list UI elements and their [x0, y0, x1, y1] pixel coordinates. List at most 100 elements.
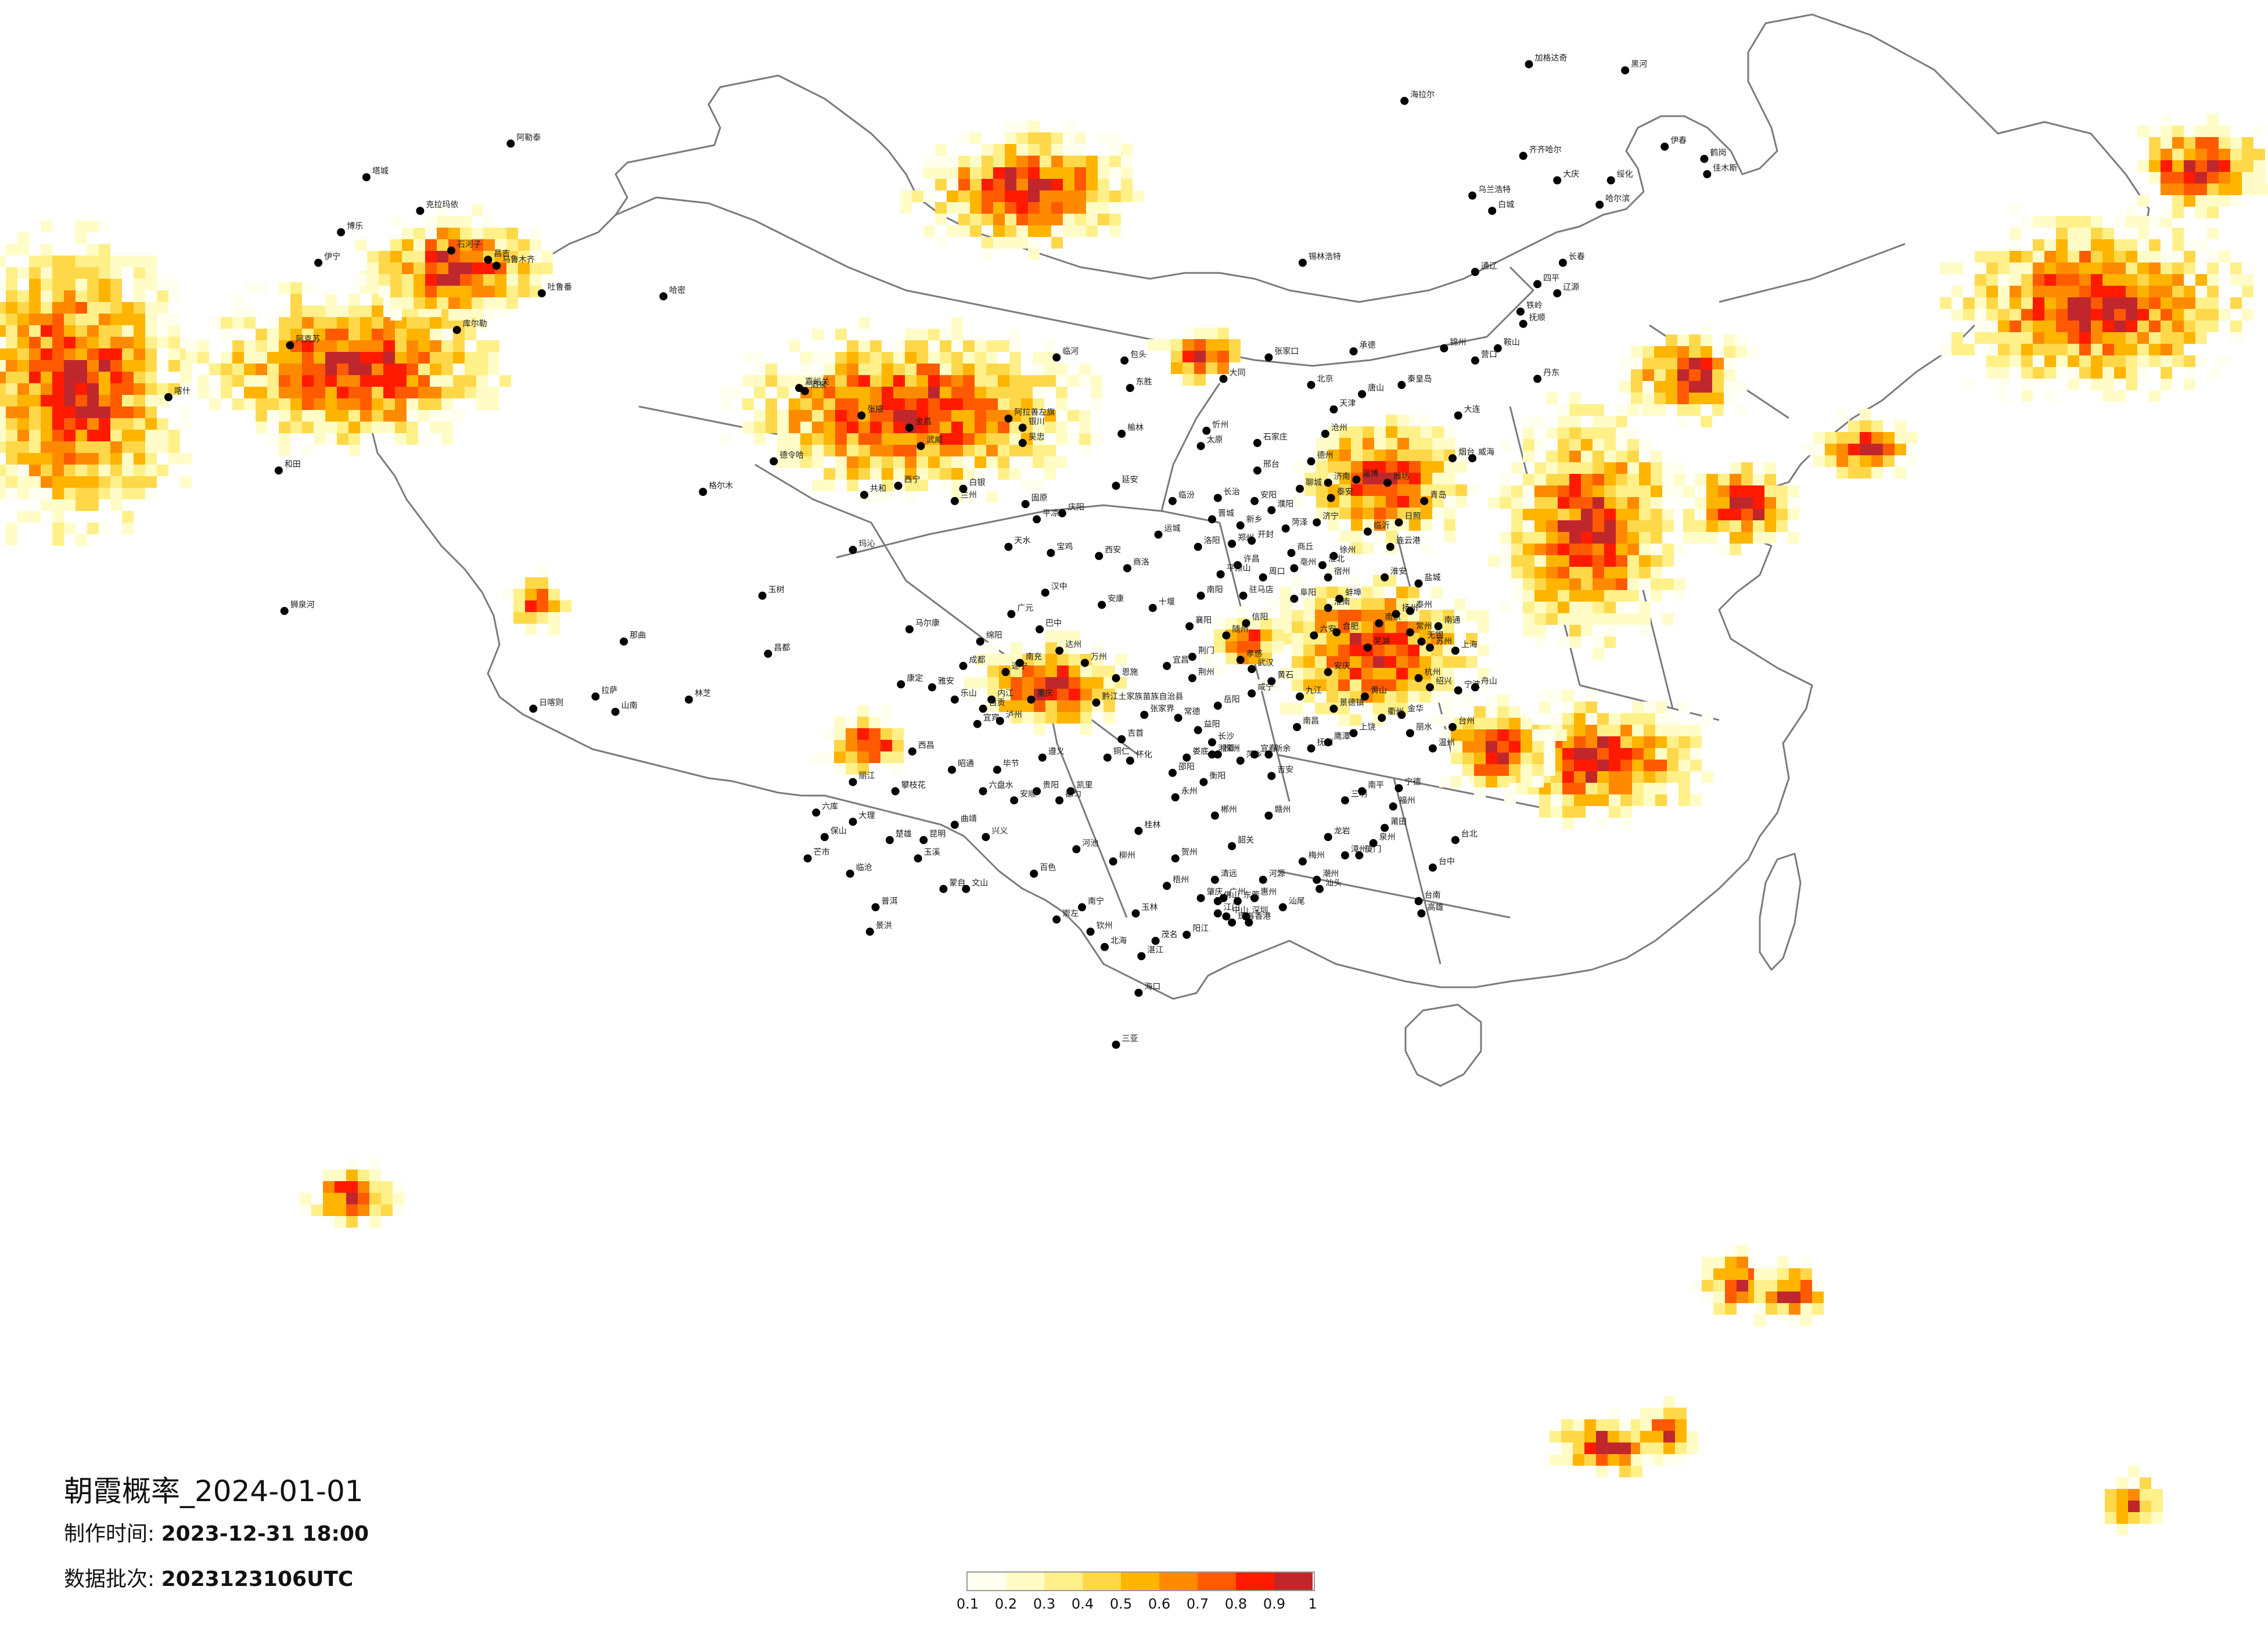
city-dot — [1394, 518, 1403, 527]
probability-cell — [1737, 1268, 1748, 1280]
probability-cell — [1998, 321, 2010, 332]
probability-cell — [430, 398, 441, 410]
probability-cell — [1586, 760, 1597, 771]
probability-cell — [52, 267, 64, 279]
city-marker: 伊宁 — [314, 252, 340, 267]
probability-cell — [1639, 555, 1651, 567]
probability-cell — [1639, 439, 1651, 451]
probability-cell — [1562, 748, 1574, 760]
probability-cell — [17, 360, 29, 372]
probability-cell — [64, 302, 76, 314]
city-dot — [1117, 430, 1126, 438]
probability-cell — [835, 456, 847, 468]
probability-cell — [928, 422, 940, 433]
probability-cell — [1534, 602, 1546, 613]
probability-cell — [1620, 771, 1632, 783]
probability-cell — [1725, 1280, 1737, 1292]
made-time-label: 制作时间: — [64, 1522, 155, 1546]
probability-cell — [52, 337, 64, 348]
probability-cell — [448, 286, 460, 297]
probability-cell — [99, 279, 110, 290]
probability-cell — [835, 445, 847, 456]
probability-cell — [1486, 776, 1497, 787]
probability-cell — [314, 410, 325, 422]
probability-cell — [64, 290, 76, 302]
legend-swatch — [1236, 1573, 1274, 1590]
probability-cell — [975, 387, 986, 398]
probability-cell — [1063, 121, 1074, 132]
probability-cell — [1627, 532, 1639, 544]
probability-cell — [495, 228, 506, 239]
city-dot — [1397, 380, 1406, 389]
probability-cell — [414, 297, 425, 309]
probability-cell — [1272, 618, 1284, 629]
probability-cell — [858, 352, 870, 364]
probability-cell — [892, 728, 904, 740]
probability-cell — [882, 387, 893, 398]
probability-cell — [2079, 216, 2091, 228]
probability-cell — [87, 244, 99, 256]
probability-cell — [465, 387, 476, 398]
probability-cell — [789, 340, 800, 352]
probability-cell — [1678, 725, 1690, 736]
probability-cell — [975, 364, 986, 375]
probability-cell — [1523, 497, 1534, 509]
probability-cell — [1651, 590, 1662, 602]
city-marker: 天津 — [1329, 399, 1356, 413]
city-label: 嘉峪关 — [805, 377, 829, 387]
city-label: 辽源 — [1563, 283, 1579, 292]
city-marker: 南通 — [1434, 616, 1461, 631]
probability-cell — [2219, 172, 2230, 184]
probability-cell — [1338, 645, 1350, 656]
probability-cell — [1702, 1268, 1713, 1280]
city-marker: 齐齐哈尔 — [1519, 145, 1562, 160]
probability-cell — [1451, 729, 1462, 741]
city-label: 北海 — [1110, 937, 1127, 946]
city-label: 四平 — [1543, 274, 1559, 283]
probability-cell — [2172, 160, 2184, 172]
probability-cell — [2126, 251, 2137, 262]
probability-cell — [0, 406, 6, 418]
probability-cell — [2010, 239, 2021, 251]
probability-cell — [1511, 509, 1523, 520]
city-label: 普洱 — [882, 897, 898, 906]
probability-cell — [1534, 625, 1546, 636]
probability-cell — [1056, 410, 1067, 422]
probability-cell — [1581, 462, 1593, 474]
city-label: 香港 — [1255, 912, 1271, 922]
probability-cell — [1702, 1257, 1713, 1268]
city-marker: 恩施 — [1112, 668, 1138, 682]
probability-cell — [2184, 286, 2195, 297]
probability-cell — [1045, 700, 1057, 712]
city-dot — [1188, 653, 1196, 661]
probability-cell — [1616, 462, 1627, 474]
probability-cell — [1303, 598, 1315, 610]
probability-cell — [425, 216, 437, 228]
probability-cell — [1690, 1280, 1702, 1292]
probability-cell — [2161, 216, 2172, 228]
probability-cell — [1051, 132, 1063, 144]
probability-cell — [824, 410, 835, 422]
probability-cell — [1069, 631, 1080, 642]
probability-cell — [970, 190, 982, 202]
probability-cell — [437, 262, 448, 274]
city-label: 广州 — [1230, 888, 1246, 897]
city-dot — [1448, 454, 1457, 463]
city-dot — [1428, 744, 1437, 753]
probability-cell — [6, 453, 17, 465]
probability-cell — [1432, 496, 1444, 508]
city-dot — [1426, 643, 1434, 652]
city-marker: 天水 — [1004, 537, 1030, 551]
probability-cell — [1674, 474, 1685, 485]
probability-cell — [1632, 783, 1644, 794]
probability-cell — [2265, 184, 2268, 195]
legend-ticks: 0.1 0.2 0.3 0.4 0.5 0.6 0.7 0.8 0.9 1 — [957, 1591, 1317, 1612]
probability-cell — [1034, 665, 1045, 677]
probability-cell — [824, 375, 835, 387]
probability-cell — [2126, 274, 2137, 286]
probability-cell — [1631, 1419, 1642, 1431]
probability-cell — [1011, 712, 1022, 724]
probability-cell — [1546, 520, 1558, 532]
city-dot — [1451, 646, 1460, 655]
city-dot — [1358, 390, 1367, 398]
